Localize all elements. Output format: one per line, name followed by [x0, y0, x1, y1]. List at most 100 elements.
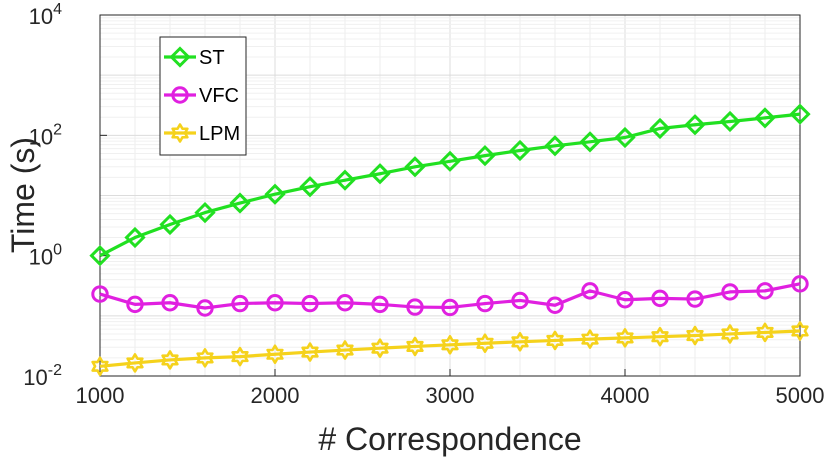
data-point	[474, 145, 496, 167]
data-point	[91, 356, 109, 377]
data-point	[266, 294, 284, 312]
x-tick-label: 4000	[601, 383, 650, 408]
data-point	[371, 338, 389, 358]
data-point	[616, 291, 634, 309]
data-point	[476, 333, 494, 354]
data-point	[369, 163, 391, 185]
legend-entry-lpm: LPM	[164, 123, 240, 145]
data-point	[439, 150, 461, 172]
data-point	[301, 342, 319, 362]
y-tick-base: 10	[29, 4, 53, 29]
data-point	[686, 290, 704, 308]
data-point	[441, 298, 459, 317]
data-point	[301, 294, 319, 313]
data-point	[756, 282, 774, 300]
data-point	[579, 131, 601, 153]
y-tick-exponent: 4	[53, 1, 62, 18]
data-point	[124, 226, 146, 249]
y-tick-base: 10	[23, 365, 47, 390]
legend-entry-st: ST	[164, 46, 225, 69]
data-point	[159, 213, 181, 236]
series-vfc	[91, 275, 809, 317]
legend: ST VFC LPM	[159, 36, 247, 156]
data-point	[406, 336, 424, 357]
data-point	[126, 353, 144, 373]
series-layer	[89, 103, 811, 377]
data-point	[161, 294, 179, 312]
data-point	[614, 126, 636, 149]
data-point	[684, 114, 706, 136]
data-point	[509, 139, 531, 162]
series-lpm	[91, 321, 809, 377]
data-point	[616, 328, 634, 348]
data-point	[686, 325, 704, 346]
y-axis-label: Time (s)	[5, 137, 41, 253]
data-point	[754, 107, 776, 129]
data-point	[229, 192, 251, 214]
series-line	[99, 329, 801, 368]
series-line	[99, 112, 801, 258]
data-point	[791, 275, 809, 293]
data-point	[721, 324, 739, 344]
data-point	[196, 299, 214, 317]
data-point	[126, 295, 144, 314]
y-tick-label: 100	[29, 242, 62, 270]
legend-marker	[171, 86, 189, 104]
data-point	[719, 110, 741, 133]
data-point	[791, 321, 809, 341]
data-point	[511, 291, 529, 310]
y-tick-label: 10-2	[23, 362, 62, 390]
data-point	[511, 332, 529, 352]
legend-label: LPM	[199, 123, 240, 145]
data-point	[196, 348, 214, 368]
data-point	[336, 340, 354, 360]
legend-marker	[171, 123, 189, 143]
data-point	[231, 346, 249, 367]
data-point	[91, 285, 109, 303]
data-point	[581, 282, 599, 300]
series-line	[99, 282, 801, 310]
data-point	[581, 329, 599, 349]
data-point	[404, 156, 426, 178]
data-point	[649, 117, 671, 140]
data-point	[546, 330, 564, 351]
data-point	[89, 245, 111, 267]
x-axis-label: # Correspondence	[318, 421, 581, 457]
data-point	[756, 322, 774, 343]
y-tick-exponent: 2	[53, 121, 62, 138]
data-point	[264, 183, 286, 205]
data-point	[544, 135, 566, 157]
data-point	[476, 294, 494, 313]
x-tick-label: 1000	[76, 383, 125, 408]
data-point	[334, 169, 356, 191]
data-point	[441, 334, 459, 355]
y-tick-label: 104	[29, 1, 62, 29]
data-point	[651, 326, 669, 347]
data-point	[406, 298, 424, 316]
legend-entry-vfc: VFC	[164, 85, 239, 107]
y-tick-label: 102	[29, 121, 62, 149]
data-point	[336, 294, 354, 312]
legend-marker	[169, 46, 191, 68]
data-point	[789, 103, 811, 125]
x-tick-label: 2000	[251, 383, 300, 408]
data-point	[266, 344, 284, 365]
data-point	[299, 176, 321, 198]
data-point	[371, 295, 389, 314]
series-st	[89, 103, 811, 267]
data-point	[194, 201, 216, 224]
y-tick-exponent: 0	[53, 242, 62, 259]
data-point	[231, 294, 249, 313]
y-tick-base: 10	[29, 124, 53, 149]
data-point	[161, 350, 179, 370]
data-point	[721, 283, 739, 301]
x-tick-label: 3000	[426, 383, 475, 408]
legend-label: VFC	[199, 85, 239, 107]
y-tick-exponent: -2	[48, 362, 62, 379]
y-tick-base: 10	[29, 245, 53, 270]
data-point	[651, 289, 669, 308]
legend-label: ST	[199, 47, 225, 69]
data-point	[546, 296, 564, 314]
